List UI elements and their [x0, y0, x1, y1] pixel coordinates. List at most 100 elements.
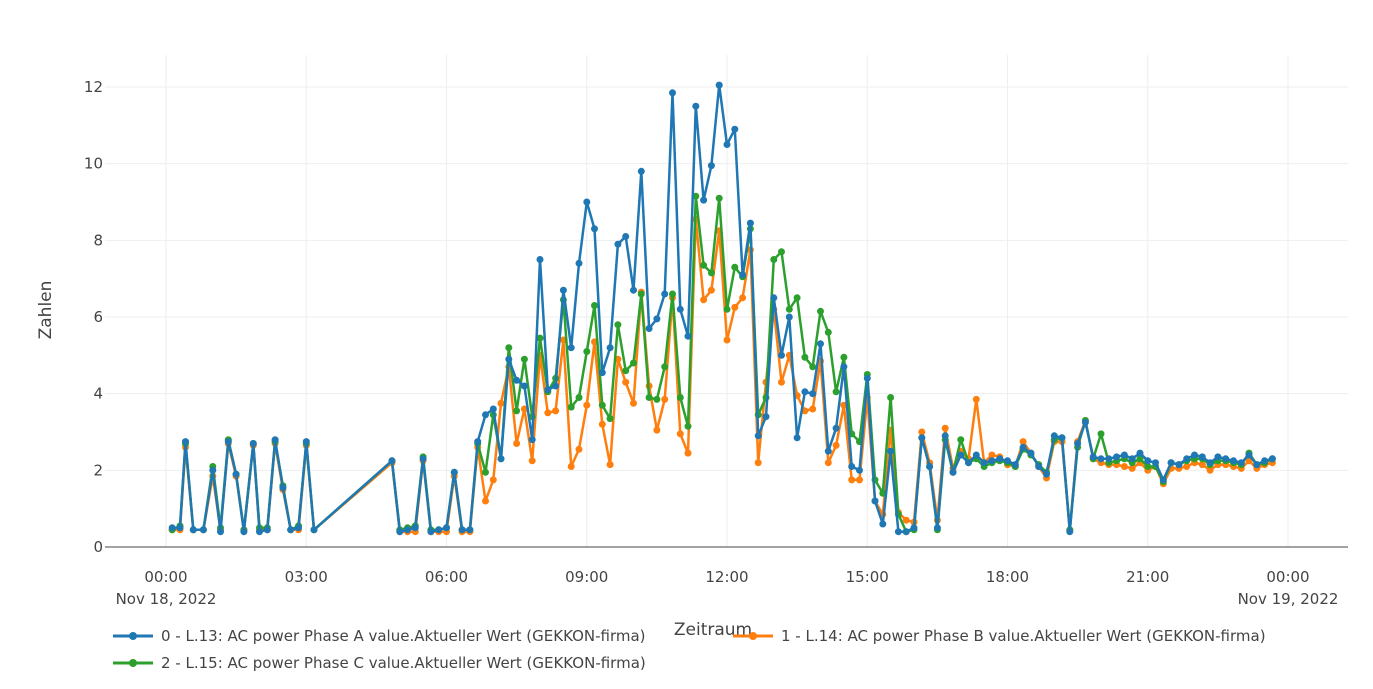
data-point: [1245, 451, 1253, 459]
data-point: [1136, 449, 1144, 457]
data-point: [980, 459, 988, 467]
data-point: [723, 141, 731, 148]
data-point: [513, 440, 521, 447]
data-point: [567, 463, 575, 470]
legend-label: 2 - L.15: AC power Phase C value.Aktuell…: [161, 654, 646, 672]
y-tick-label: 10: [84, 155, 103, 173]
data-point: [645, 394, 653, 401]
data-point: [661, 395, 669, 403]
data-point: [770, 256, 778, 263]
data-point: [396, 528, 404, 536]
data-point: [879, 489, 887, 497]
data-point: [1128, 455, 1136, 463]
data-point: [715, 81, 723, 89]
data-point: [700, 296, 708, 304]
data-point: [567, 344, 575, 352]
legend-item-1: 1 - L.14: AC power Phase B value.Aktuell…: [733, 627, 1266, 645]
data-point: [1120, 463, 1128, 470]
data-point: [310, 526, 318, 534]
data-point: [489, 476, 497, 484]
data-point: [785, 305, 793, 313]
legend-swatch-marker: [129, 632, 137, 640]
data-point: [1191, 451, 1198, 459]
data-point: [1159, 476, 1167, 484]
data-point: [544, 409, 552, 417]
data-point: [466, 526, 474, 534]
data-point: [669, 290, 676, 298]
data-point: [1237, 459, 1245, 467]
data-point: [302, 438, 310, 446]
data-point: [707, 269, 715, 277]
data-point: [840, 363, 848, 371]
data-point: [630, 286, 637, 294]
data-point: [824, 328, 832, 336]
data-point: [739, 271, 747, 279]
y-tick-label: 8: [93, 231, 103, 249]
data-point: [1043, 470, 1050, 478]
data-point: [606, 415, 614, 423]
data-point: [746, 219, 754, 227]
data-point: [1183, 455, 1191, 463]
data-point: [497, 455, 505, 463]
data-point: [661, 363, 669, 371]
data-point: [622, 378, 630, 386]
data-point: [513, 407, 521, 415]
data-point: [894, 528, 902, 536]
data-point: [653, 315, 661, 323]
data-point: [630, 359, 637, 367]
data-point: [832, 441, 840, 449]
data-point: [1253, 461, 1261, 469]
data-point: [591, 302, 598, 309]
data-point: [972, 451, 980, 459]
data-point: [809, 405, 817, 413]
data-point: [287, 526, 295, 534]
x-tick-label: 00:00: [144, 568, 187, 586]
data-point: [176, 524, 184, 532]
data-point: [544, 386, 552, 394]
x-tick-sublabel: Nov 18, 2022: [116, 590, 217, 608]
data-point: [832, 388, 840, 396]
data-point: [988, 451, 996, 459]
data-point: [575, 445, 583, 453]
data-point: [271, 436, 279, 444]
data-point: [411, 524, 419, 532]
data-point: [1004, 457, 1011, 465]
data-point: [824, 447, 832, 455]
data-point: [598, 420, 606, 428]
data-point: [739, 294, 747, 302]
y-tick-label: 2: [93, 461, 103, 479]
data-point: [902, 528, 910, 536]
data-point: [1167, 459, 1175, 467]
data-point: [669, 89, 676, 97]
data-point: [559, 286, 567, 294]
data-point: [887, 447, 895, 455]
data-point: [1019, 443, 1027, 451]
data-point: [910, 524, 918, 532]
data-point: [552, 382, 560, 390]
data-point: [824, 459, 832, 467]
data-point: [785, 313, 793, 321]
data-point: [199, 526, 207, 534]
grid: [105, 55, 1348, 547]
data-point: [848, 476, 856, 484]
x-tick-label: 12:00: [705, 568, 748, 586]
data-point: [520, 355, 528, 363]
data-point: [1268, 455, 1276, 463]
data-point: [1222, 455, 1230, 463]
data-point: [1074, 440, 1082, 447]
data-point: [482, 468, 489, 476]
data-point: [863, 374, 871, 382]
data-point: [1027, 449, 1035, 457]
data-point: [583, 198, 591, 206]
data-point: [263, 526, 271, 534]
x-axis-title: Zeitraum: [674, 620, 752, 640]
data-point: [801, 353, 809, 361]
data-point: [552, 407, 560, 415]
data-point: [957, 436, 965, 444]
data-point: [505, 355, 513, 363]
data-point: [793, 294, 801, 302]
data-point: [404, 526, 411, 534]
data-point: [778, 378, 785, 386]
data-point: [700, 196, 708, 204]
